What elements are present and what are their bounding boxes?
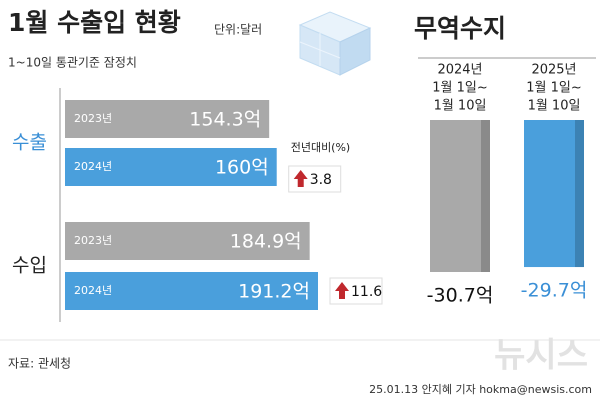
series-label: 2024년 — [74, 284, 112, 297]
subtitle: 1~10일 통관기준 잠정치 — [8, 56, 137, 70]
category-label: 1월 1일~ — [526, 81, 582, 96]
change-label: 전년대비(%) — [291, 141, 351, 154]
bar-edge — [481, 120, 490, 272]
bar — [65, 100, 270, 138]
value-label: 154.3억 — [189, 109, 261, 131]
series-label: 2024년 — [74, 160, 112, 173]
bar — [430, 120, 490, 272]
up-arrow — [293, 170, 308, 187]
up-arrow — [335, 282, 349, 299]
category-label: 수출 — [12, 132, 47, 154]
series-label: 2023년 — [74, 234, 112, 247]
category-label: 2024년 — [437, 63, 482, 78]
value-label: 184.9억 — [230, 231, 302, 253]
bar-edge — [575, 120, 584, 268]
credit: 25.01.13 안지혜 기자 hokma@newsis.com — [369, 383, 592, 396]
category-label: 2025년 — [531, 63, 576, 78]
category-label: 1월 10일 — [434, 99, 487, 114]
value-label: 191.2억 — [238, 281, 310, 303]
unit: 단위:달러 — [214, 23, 262, 37]
box-icon — [298, 11, 372, 76]
category-label: 수입 — [12, 255, 47, 277]
series-label: 2023년 — [74, 112, 112, 125]
category-label: 1월 10일 — [528, 99, 581, 114]
bar — [524, 120, 584, 268]
value-label: -29.7억 — [521, 280, 588, 302]
change-value: 3.8 — [310, 172, 332, 188]
value-label: 160억 — [215, 157, 269, 179]
bar — [65, 272, 318, 310]
category-label: 1월 1일~ — [432, 81, 488, 96]
value-label: -30.7억 — [427, 285, 494, 307]
logo: 뉴시스 — [494, 336, 588, 376]
bar — [65, 148, 277, 186]
bar — [65, 222, 310, 260]
change-value: 11.6 — [351, 284, 382, 300]
balance-title: 무역수지 — [414, 14, 506, 43]
title: 1월 수출입 현황 — [8, 8, 181, 37]
source: 자료: 관세청 — [8, 357, 71, 371]
